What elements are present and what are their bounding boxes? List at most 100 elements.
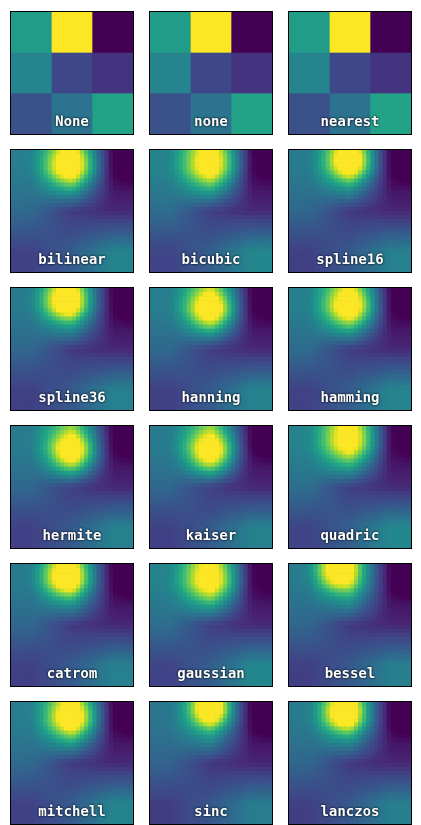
heatmap-cell bbox=[321, 170, 326, 175]
heatmap-cell bbox=[329, 158, 334, 163]
heatmap-cell bbox=[128, 174, 133, 179]
heatmap-cell bbox=[227, 247, 232, 252]
heatmap-cell bbox=[63, 344, 69, 350]
heatmap-cell bbox=[406, 231, 411, 236]
heatmap-cell bbox=[398, 312, 404, 317]
heatmap-cell bbox=[154, 247, 159, 252]
heatmap-cell bbox=[170, 215, 175, 220]
heatmap-cell bbox=[215, 194, 220, 200]
heatmap-cell bbox=[166, 202, 171, 208]
heatmap-cell bbox=[170, 304, 175, 309]
heatmap-cell bbox=[162, 353, 167, 358]
heatmap-cell bbox=[251, 194, 256, 200]
heatmap-cell bbox=[398, 158, 404, 163]
heatmap-cell bbox=[84, 353, 89, 358]
heatmap-cell bbox=[47, 170, 52, 175]
heatmap-cell bbox=[362, 332, 367, 338]
heatmap-cell bbox=[124, 316, 130, 321]
heatmap-cell bbox=[96, 223, 101, 228]
heatmap-cell bbox=[227, 150, 232, 155]
heatmap-cell bbox=[325, 255, 330, 261]
heatmap-cell bbox=[301, 292, 306, 297]
heatmap-cell bbox=[263, 178, 269, 183]
heatmap-cell bbox=[72, 336, 77, 342]
heatmap-cell bbox=[231, 373, 236, 378]
heatmap-cell bbox=[166, 215, 171, 220]
heatmap-cell bbox=[263, 340, 269, 346]
heatmap-cell bbox=[158, 316, 163, 321]
heatmap-cell bbox=[112, 312, 117, 317]
heatmap-cell bbox=[47, 162, 52, 167]
heatmap-cell bbox=[243, 162, 248, 167]
heatmap-cell bbox=[67, 174, 73, 179]
heatmap-cell bbox=[174, 365, 179, 370]
heatmap-cell bbox=[354, 194, 359, 200]
heatmap-cell bbox=[100, 397, 105, 403]
heatmap-cell bbox=[15, 365, 20, 370]
heatmap-cell bbox=[247, 336, 252, 342]
heatmap-cell bbox=[394, 170, 400, 175]
heatmap-cell bbox=[267, 336, 272, 342]
heatmap-cell bbox=[354, 223, 359, 228]
heatmap-cell bbox=[251, 259, 256, 265]
heatmap-cell bbox=[259, 361, 265, 366]
heatmap-cell bbox=[255, 381, 261, 386]
heatmap-cell bbox=[198, 198, 204, 204]
heatmap-cell bbox=[39, 389, 44, 394]
heatmap-cell bbox=[108, 255, 113, 261]
heatmap-cell bbox=[370, 304, 375, 309]
heatmap-cell bbox=[178, 247, 183, 252]
heatmap-cell bbox=[116, 336, 122, 342]
heatmap-cell bbox=[170, 194, 175, 200]
heatmap-cell bbox=[84, 198, 89, 204]
heatmap-cell bbox=[186, 401, 191, 407]
heatmap-cell bbox=[402, 202, 408, 208]
heatmap-cell bbox=[366, 170, 371, 175]
heatmap-cell bbox=[39, 405, 44, 410]
heatmap-cell bbox=[263, 235, 269, 240]
heatmap-cell bbox=[202, 361, 208, 366]
heatmap-cell bbox=[174, 340, 179, 346]
heatmap-cell bbox=[31, 320, 36, 325]
heatmap-cell bbox=[223, 194, 228, 200]
heatmap-cell bbox=[378, 206, 383, 212]
heatmap-cell bbox=[206, 292, 212, 297]
heatmap-cell bbox=[27, 320, 32, 325]
heatmap-cell bbox=[124, 186, 130, 191]
heatmap-cell bbox=[198, 219, 204, 224]
heatmap-cell bbox=[402, 263, 408, 269]
heatmap-cell bbox=[301, 243, 306, 248]
heatmap-cell bbox=[43, 292, 48, 297]
heatmap-cell bbox=[366, 158, 371, 163]
heatmap-cell bbox=[251, 288, 256, 293]
heatmap-cell bbox=[128, 215, 133, 220]
heatmap-cell bbox=[211, 328, 216, 333]
heatmap-cell bbox=[350, 239, 355, 244]
heatmap-cell bbox=[329, 227, 334, 232]
heatmap-cell bbox=[211, 211, 216, 216]
heatmap-cell bbox=[198, 385, 204, 390]
heatmap-cell bbox=[239, 243, 244, 248]
heatmap-cell bbox=[80, 365, 85, 370]
heatmap-cell bbox=[259, 385, 265, 390]
heatmap-cell bbox=[190, 12, 233, 54]
heatmap-cell bbox=[96, 263, 101, 269]
heatmap-cell bbox=[337, 219, 343, 224]
heatmap-cell bbox=[231, 292, 236, 297]
heatmap-cell bbox=[227, 300, 232, 305]
heatmap-cell bbox=[297, 194, 302, 200]
heatmap-cell bbox=[43, 194, 48, 200]
heatmap-cell bbox=[194, 369, 200, 374]
heatmap-cell bbox=[100, 365, 105, 370]
heatmap-cell bbox=[223, 235, 228, 240]
heatmap-cell bbox=[321, 219, 326, 224]
heatmap-cell bbox=[35, 336, 40, 342]
heatmap-cell bbox=[255, 206, 261, 212]
heatmap-cell bbox=[27, 150, 32, 155]
heatmap-cell bbox=[124, 377, 130, 382]
heatmap-cell bbox=[39, 239, 44, 244]
heatmap-cell bbox=[170, 401, 175, 407]
heatmap-cell bbox=[59, 320, 65, 325]
heatmap-cell bbox=[243, 211, 248, 216]
heatmap-cell bbox=[124, 300, 130, 305]
